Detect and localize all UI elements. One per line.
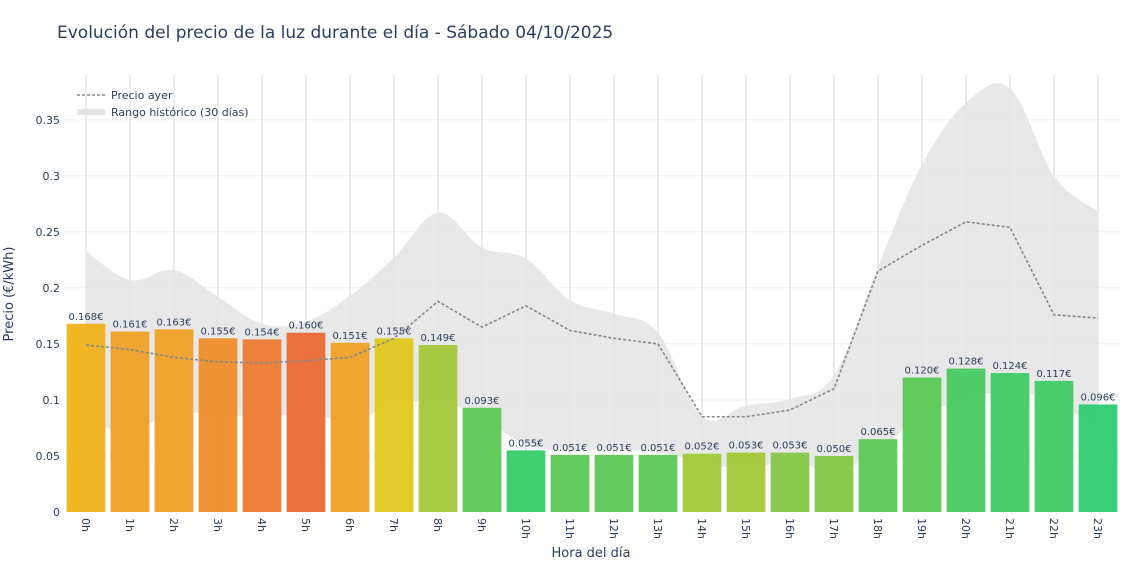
x-tick-label: 3h: [211, 518, 224, 532]
price-bar[interactable]: [506, 450, 546, 512]
bar-value-label: 0.051€: [553, 443, 588, 454]
bar-labels: 0.168€ 0.161€ 0.163€ 0.155€ 0.154€ 0.160€ 0.15…: [69, 312, 1116, 455]
price-bar[interactable]: [330, 342, 370, 512]
price-bar[interactable]: [946, 368, 986, 512]
bar-value-label: 0.051€: [641, 443, 676, 454]
price-bar[interactable]: [418, 345, 458, 512]
price-bar[interactable]: [770, 452, 810, 512]
price-bar[interactable]: [242, 339, 282, 512]
bar-value-label: 0.149€: [421, 333, 456, 344]
y-tick-label: 0.15: [36, 338, 61, 351]
x-tick-label: 21h: [1003, 518, 1016, 539]
x-tick-label: 13h: [651, 518, 664, 539]
price-bar[interactable]: [902, 377, 942, 512]
x-tick-label: 16h: [783, 518, 796, 539]
x-tick-label: 4h: [255, 518, 268, 532]
x-tick-label: 20h: [959, 518, 972, 539]
price-bar[interactable]: [594, 454, 634, 512]
bar-value-label: 0.154€: [245, 327, 280, 338]
price-bar[interactable]: [638, 454, 678, 512]
bar-value-label: 0.120€: [905, 366, 940, 377]
x-tick-label: 15h: [739, 518, 752, 539]
x-tick-label: 1h: [123, 518, 136, 532]
y-tick-label: 0.1: [43, 394, 61, 407]
price-bar[interactable]: [990, 373, 1030, 512]
x-tick-label: 14h: [695, 518, 708, 539]
x-tick-label: 2h: [167, 518, 180, 532]
yesterday-line: [85, 220, 1099, 418]
bar-value-label: 0.163€: [157, 317, 192, 328]
x-tick-label: 22h: [1047, 518, 1060, 539]
price-bar[interactable]: [682, 453, 722, 512]
y-tick-label: 0.05: [36, 450, 61, 463]
chart-title: Evolución del precio de la luz durante e…: [57, 23, 613, 43]
y-tick-label: 0.3: [43, 170, 61, 183]
bar-value-label: 0.050€: [817, 444, 852, 455]
price-bar[interactable]: [814, 455, 854, 512]
bars: [66, 323, 1118, 512]
x-tick-label: 23h: [1091, 518, 1104, 539]
price-bar[interactable]: [66, 323, 106, 512]
bar-value-label: 0.128€: [949, 357, 984, 368]
price-bar[interactable]: [198, 338, 238, 512]
price-bar[interactable]: [858, 439, 898, 512]
y-tick-label: 0.2: [43, 282, 61, 295]
bar-value-label: 0.168€: [69, 312, 104, 323]
legend-range-label: Rango histórico (30 días): [111, 106, 249, 119]
x-tick-label: 8h: [431, 518, 444, 532]
legend[interactable]: Precio ayer Rango histórico (30 días): [77, 89, 249, 119]
x-tick-label: 10h: [519, 518, 532, 539]
price-bar[interactable]: [374, 338, 414, 512]
price-bar[interactable]: [726, 452, 766, 512]
x-tick-label: 6h: [343, 518, 356, 532]
x-tick-label: 18h: [871, 518, 884, 539]
price-bar[interactable]: [550, 454, 590, 512]
bar-value-label: 0.055€: [509, 438, 544, 449]
bar-value-label: 0.155€: [201, 326, 236, 337]
price-bar[interactable]: [110, 331, 150, 512]
x-tick-label: 11h: [563, 518, 576, 539]
axes: 0 0.05 0.1 0.15 0.2 0.25 0.3 0.35 0h 1h 2h 3h 4h 5h 6h…: [36, 114, 1105, 539]
bar-value-label: 0.124€: [993, 361, 1028, 372]
x-tick-label: 7h: [387, 518, 400, 532]
bar-value-label: 0.160€: [289, 321, 324, 332]
bar-value-label: 0.065€: [861, 427, 896, 438]
legend-yesterday-label: Precio ayer: [111, 89, 173, 102]
x-tick-label: 5h: [299, 518, 312, 532]
bar-value-label: 0.093€: [465, 396, 500, 407]
x-tick-label: 17h: [827, 518, 840, 539]
historical-range-area: [86, 83, 1098, 472]
bar-value-label: 0.151€: [333, 331, 368, 342]
yesterday-price-line: [85, 220, 1099, 418]
price-bar[interactable]: [1034, 380, 1074, 512]
bar-value-label: 0.155€: [377, 326, 412, 337]
bar-value-label: 0.161€: [113, 320, 148, 331]
y-tick-label: 0.25: [36, 226, 61, 239]
price-bar[interactable]: [154, 329, 194, 512]
x-axis-title: Hora del día: [552, 546, 631, 561]
bar-value-label: 0.053€: [773, 441, 808, 452]
y-tick-label: 0: [53, 506, 60, 519]
y-tick-label: 0.35: [36, 114, 61, 127]
historical-range-band: [86, 83, 1098, 472]
price-bar[interactable]: [286, 332, 326, 512]
price-bar[interactable]: [1078, 404, 1118, 512]
x-tick-label: 19h: [915, 518, 928, 539]
bar-value-label: 0.117€: [1037, 369, 1072, 380]
bar-value-label: 0.096€: [1081, 392, 1116, 403]
x-tick-label: 12h: [607, 518, 620, 539]
x-tick-label: 0h: [79, 518, 92, 532]
price-bar[interactable]: [462, 407, 502, 512]
x-tick-label: 9h: [475, 518, 488, 532]
bar-value-label: 0.051€: [597, 443, 632, 454]
legend-area-swatch: [77, 109, 105, 115]
bar-value-label: 0.052€: [685, 442, 720, 453]
y-axis-title: Precio (€/kWh): [2, 247, 17, 342]
bar-value-label: 0.053€: [729, 441, 764, 452]
